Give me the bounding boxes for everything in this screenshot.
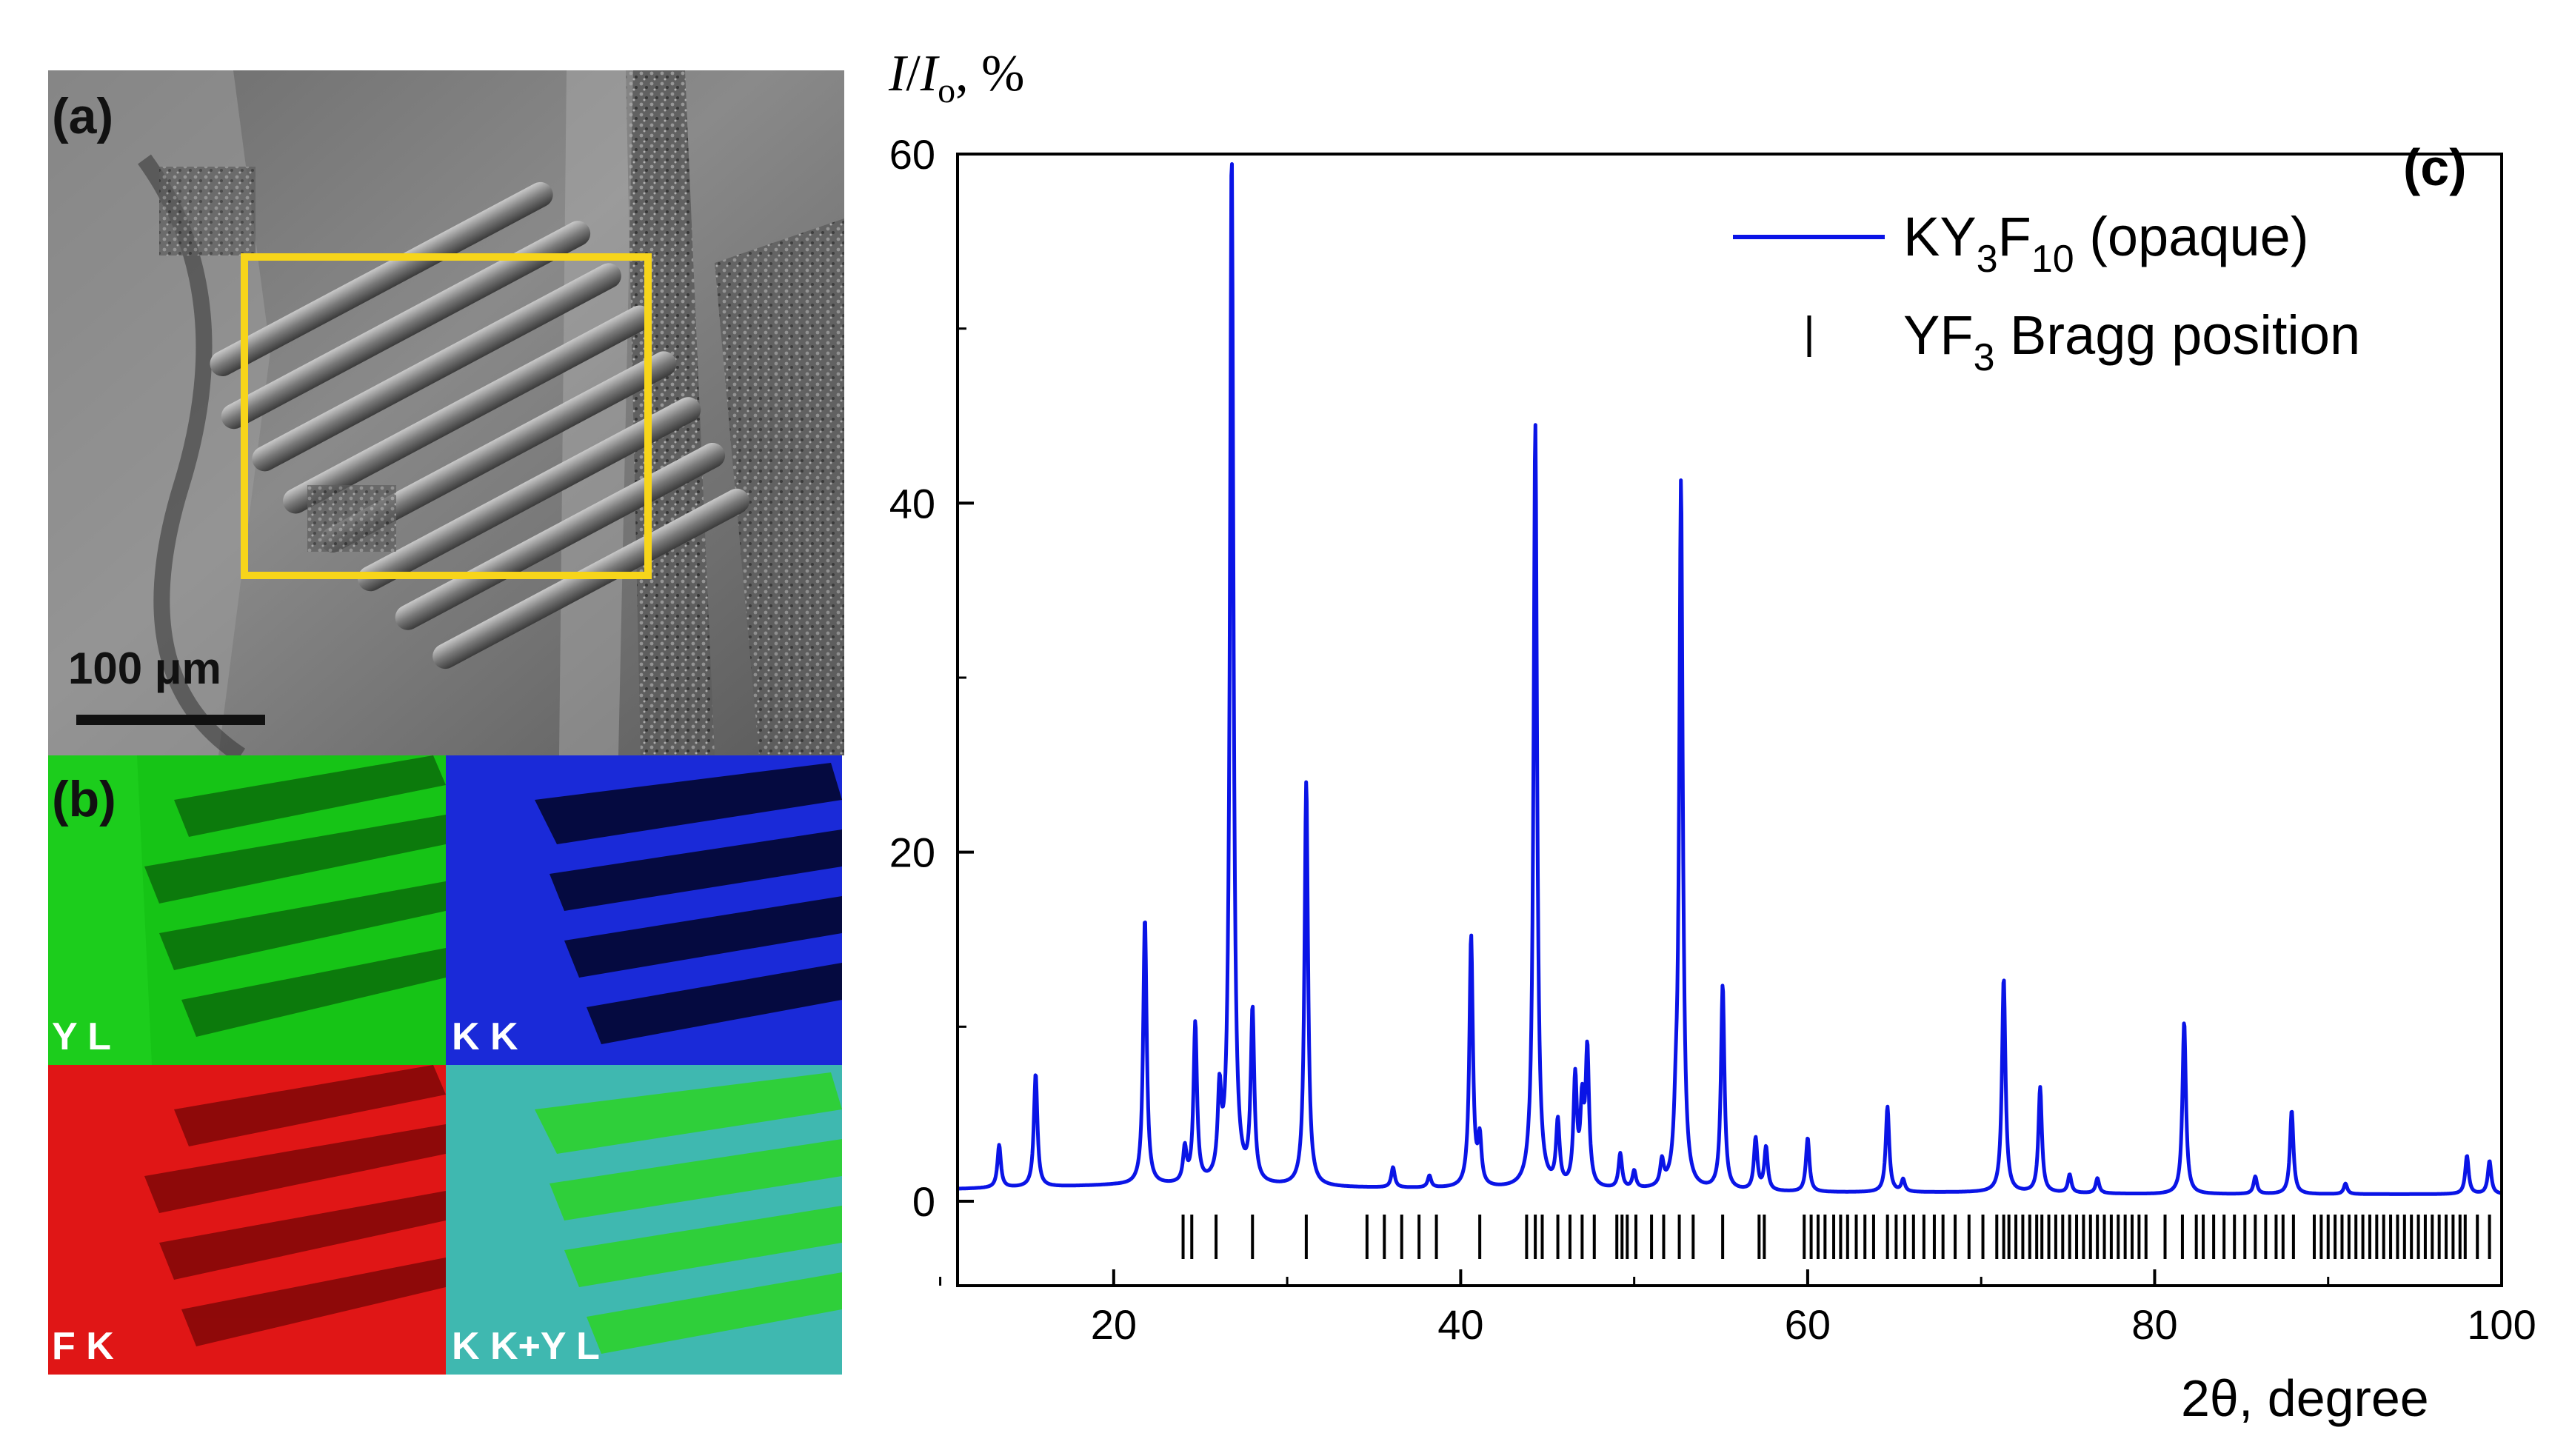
map-y-l: [48, 755, 446, 1065]
x-tick-label: 100: [2467, 1301, 2536, 1348]
map-label-kk-yl: K K+Y L: [452, 1325, 600, 1368]
highlight-box: [241, 253, 652, 579]
y-tick-label: 0: [912, 1178, 935, 1225]
y-tick-label: 40: [889, 480, 935, 527]
legend-line-label: KY3F10 (opaque): [1903, 206, 2308, 281]
map-k-k: [446, 755, 842, 1065]
plot-frame: [956, 153, 2503, 1287]
panel-label-c: (c): [2403, 138, 2467, 196]
y-tick-label: 60: [889, 131, 935, 178]
legend: KY3F10 (opaque) YF3 Bragg position: [1733, 206, 2360, 379]
panel-label-a: (a): [52, 88, 114, 144]
scale-bar: [76, 715, 265, 725]
spectrum-line: [956, 162, 2503, 1196]
x-tick-label: 60: [1785, 1301, 1831, 1348]
panel-label-b: (b): [52, 771, 116, 827]
map-kk-yl: [446, 1065, 842, 1375]
x-axis-label: 2θ, degree: [2181, 1369, 2429, 1427]
y-tick-label: 20: [889, 829, 935, 876]
map-label-f-k: F K: [52, 1325, 114, 1368]
x-tick-label: 20: [1091, 1301, 1137, 1348]
scale-bar-label: 100 μm: [68, 644, 221, 693]
y-axis-label: I/Io, %: [888, 45, 1024, 110]
sem-micrograph: [48, 70, 844, 755]
legend-tick-label: YF3 Bragg position: [1903, 304, 2360, 379]
x-tick-label: 40: [1437, 1301, 1483, 1348]
map-f-k: [48, 1065, 446, 1375]
map-label-k-k: K K: [452, 1015, 518, 1058]
x-tick-label: 80: [2131, 1301, 2177, 1348]
map-label-y-l: Y L: [52, 1015, 111, 1058]
